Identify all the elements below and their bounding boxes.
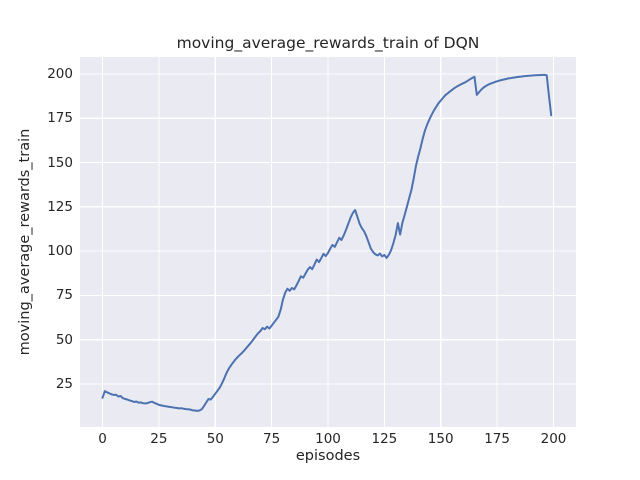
y-tick-label: 75: [55, 287, 73, 304]
x-tick-label: 0: [98, 431, 107, 447]
y-tick-label: 125: [47, 198, 73, 215]
y-tick-label: 100: [47, 243, 73, 260]
x-tick-label: 75: [263, 431, 281, 447]
x-tick-label: 150: [427, 431, 454, 447]
y-tick-label: 200: [47, 66, 73, 82]
x-tick-label: 25: [150, 431, 168, 447]
x-tick-label: 125: [371, 431, 398, 447]
y-tick-label: 25: [55, 376, 73, 392]
grid-lines: [80, 57, 576, 427]
x-tick-label: 175: [484, 431, 510, 447]
y-tick-label: 150: [47, 154, 73, 171]
x-tick-label: 100: [315, 431, 341, 447]
x-axis-label: episodes: [295, 448, 361, 464]
x-tick-label: 50: [206, 431, 224, 447]
data-line-dqn: [101, 73, 553, 412]
y-tick-label: 175: [47, 110, 73, 127]
x-tick-label: 200: [540, 431, 567, 447]
chart-title: moving_average_rewards_train of DQN: [176, 34, 480, 52]
y-tick-label: 50: [55, 331, 73, 348]
